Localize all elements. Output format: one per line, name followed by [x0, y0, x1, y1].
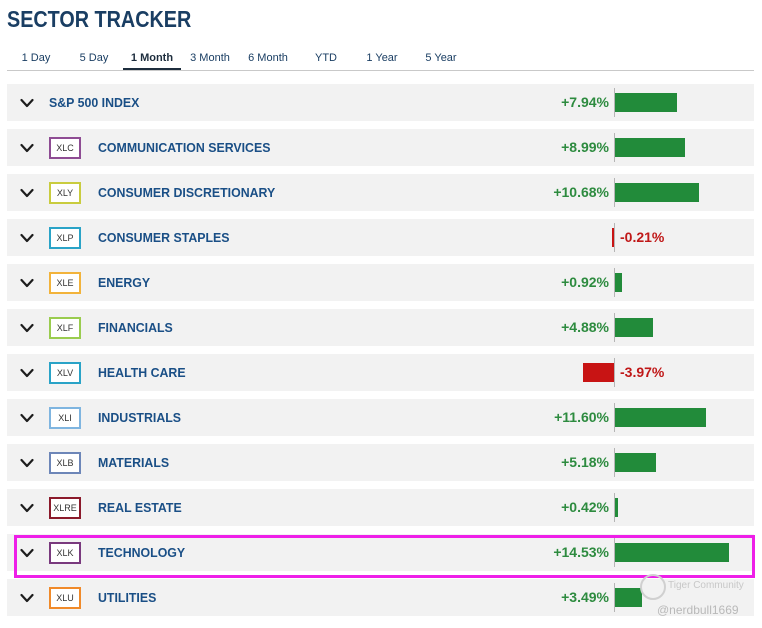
ticker-badge: XLU: [49, 587, 81, 609]
tab-1-month[interactable]: 1 Month: [123, 49, 181, 70]
zero-axis-line: [614, 268, 615, 297]
ticker-badge: XLE: [49, 272, 81, 294]
page-title: SECTOR TRACKER: [7, 6, 192, 32]
ticker-badge: XLY: [49, 182, 81, 204]
percent-change: +10.68%: [553, 184, 609, 200]
chevron-down-icon[interactable]: [20, 96, 34, 110]
sector-row[interactable]: XLB MATERIALS +5.18%: [7, 444, 754, 481]
sector-name[interactable]: COMMUNICATION SERVICES: [98, 140, 271, 155]
watermark-brand: Tiger Community: [668, 580, 744, 591]
tab-ytd[interactable]: YTD: [315, 52, 337, 64]
gain-bar: [615, 318, 654, 337]
sector-row[interactable]: XLI INDUSTRIALS +11.60%: [7, 399, 754, 436]
tab-1-day[interactable]: 1 Day: [21, 52, 51, 64]
gain-bar: [615, 408, 706, 427]
gain-bar: [615, 273, 623, 292]
chevron-down-icon[interactable]: [20, 456, 34, 470]
tab-6-month[interactable]: 6 Month: [248, 52, 288, 64]
chevron-down-icon[interactable]: [20, 276, 34, 290]
gain-bar: [615, 453, 656, 472]
zero-axis-line: [614, 178, 615, 207]
percent-change: +14.53%: [553, 544, 609, 560]
percent-change: -0.21%: [620, 229, 665, 245]
sector-name[interactable]: UTILITIES: [98, 590, 157, 605]
sector-row[interactable]: XLE ENERGY +0.92%: [7, 264, 754, 301]
ticker-badge: XLRE: [49, 497, 81, 519]
zero-axis-line: [614, 133, 615, 162]
sector-row[interactable]: XLK TECHNOLOGY +14.53%: [7, 534, 754, 571]
zero-axis-line: [614, 313, 615, 342]
chevron-down-icon[interactable]: [20, 501, 34, 515]
sector-name[interactable]: FINANCIALS: [98, 320, 173, 335]
sector-name[interactable]: INDUSTRIALS: [98, 410, 182, 425]
gain-bar: [615, 183, 699, 202]
chevron-down-icon[interactable]: [20, 591, 34, 605]
ticker-badge: XLP: [49, 227, 81, 249]
ticker-badge: XLK: [49, 542, 81, 564]
ticker-badge: XLI: [49, 407, 81, 429]
sector-row[interactable]: XLF FINANCIALS +4.88%: [7, 309, 754, 346]
zero-axis-line: [614, 403, 615, 432]
ticker-badge: XLV: [49, 362, 81, 384]
loss-bar: [612, 228, 614, 247]
chevron-down-icon[interactable]: [20, 546, 34, 560]
percent-change: +11.60%: [554, 409, 609, 425]
sector-name[interactable]: ENERGY: [98, 275, 151, 290]
chevron-down-icon[interactable]: [20, 231, 34, 245]
gain-bar: [615, 498, 619, 517]
sector-row[interactable]: XLP CONSUMER STAPLES -0.21%: [7, 219, 754, 256]
zero-axis-line: [614, 448, 615, 477]
time-range-tabs: 1 Day 5 Day 1 Month 3 Month 6 Month YTD …: [7, 49, 754, 71]
sector-row[interactable]: XLU UTILITIES +3.49%: [7, 579, 754, 616]
percent-change: +8.99%: [561, 139, 609, 155]
chevron-down-icon[interactable]: [20, 141, 34, 155]
sector-name[interactable]: TECHNOLOGY: [98, 545, 186, 560]
percent-change: +5.18%: [561, 454, 609, 470]
chevron-down-icon[interactable]: [20, 186, 34, 200]
sector-row[interactable]: XLC COMMUNICATION SERVICES +8.99%: [7, 129, 754, 166]
tiger-community-logo: [640, 574, 666, 600]
percent-change: +0.92%: [561, 274, 609, 290]
percent-change: +0.42%: [561, 499, 609, 515]
zero-axis-line: [614, 223, 615, 252]
loss-bar: [582, 363, 614, 382]
gain-bar: [615, 588, 643, 607]
chevron-down-icon[interactable]: [20, 321, 34, 335]
tab-3-month[interactable]: 3 Month: [190, 52, 230, 64]
zero-axis-line: [614, 583, 615, 612]
tab-1-year[interactable]: 1 Year: [366, 52, 398, 64]
gain-bar: [615, 138, 686, 157]
zero-axis-line: [614, 538, 615, 567]
tab-5-year[interactable]: 5 Year: [425, 52, 457, 64]
gain-bar: [615, 543, 729, 562]
ticker-badge: XLB: [49, 452, 81, 474]
zero-axis-line: [614, 88, 615, 117]
percent-change: +4.88%: [561, 319, 609, 335]
sector-name[interactable]: REAL ESTATE: [98, 500, 182, 515]
sector-name[interactable]: CONSUMER DISCRETIONARY: [98, 185, 276, 200]
ticker-badge: XLF: [49, 317, 81, 339]
sector-row[interactable]: S&P 500 INDEX +7.94%: [7, 84, 754, 121]
chevron-down-icon[interactable]: [20, 366, 34, 380]
tab-5-day[interactable]: 5 Day: [79, 52, 109, 64]
sector-name[interactable]: MATERIALS: [98, 455, 170, 470]
chevron-down-icon[interactable]: [20, 411, 34, 425]
zero-axis-line: [614, 493, 615, 522]
watermark-handle: @nerdbull1669: [657, 603, 739, 617]
sector-row[interactable]: XLRE REAL ESTATE +0.42%: [7, 489, 754, 526]
sector-row[interactable]: XLY CONSUMER DISCRETIONARY +10.68%: [7, 174, 754, 211]
sector-name[interactable]: HEALTH CARE: [98, 365, 186, 380]
sector-name[interactable]: S&P 500 INDEX: [49, 95, 140, 110]
ticker-badge: XLC: [49, 137, 81, 159]
percent-change: +3.49%: [561, 589, 609, 605]
sector-name[interactable]: CONSUMER STAPLES: [98, 230, 230, 245]
percent-change: -3.97%: [620, 364, 665, 380]
percent-change: +7.94%: [561, 94, 609, 110]
zero-axis-line: [614, 358, 615, 387]
sector-row[interactable]: XLV HEALTH CARE -3.97%: [7, 354, 754, 391]
gain-bar: [615, 93, 678, 112]
